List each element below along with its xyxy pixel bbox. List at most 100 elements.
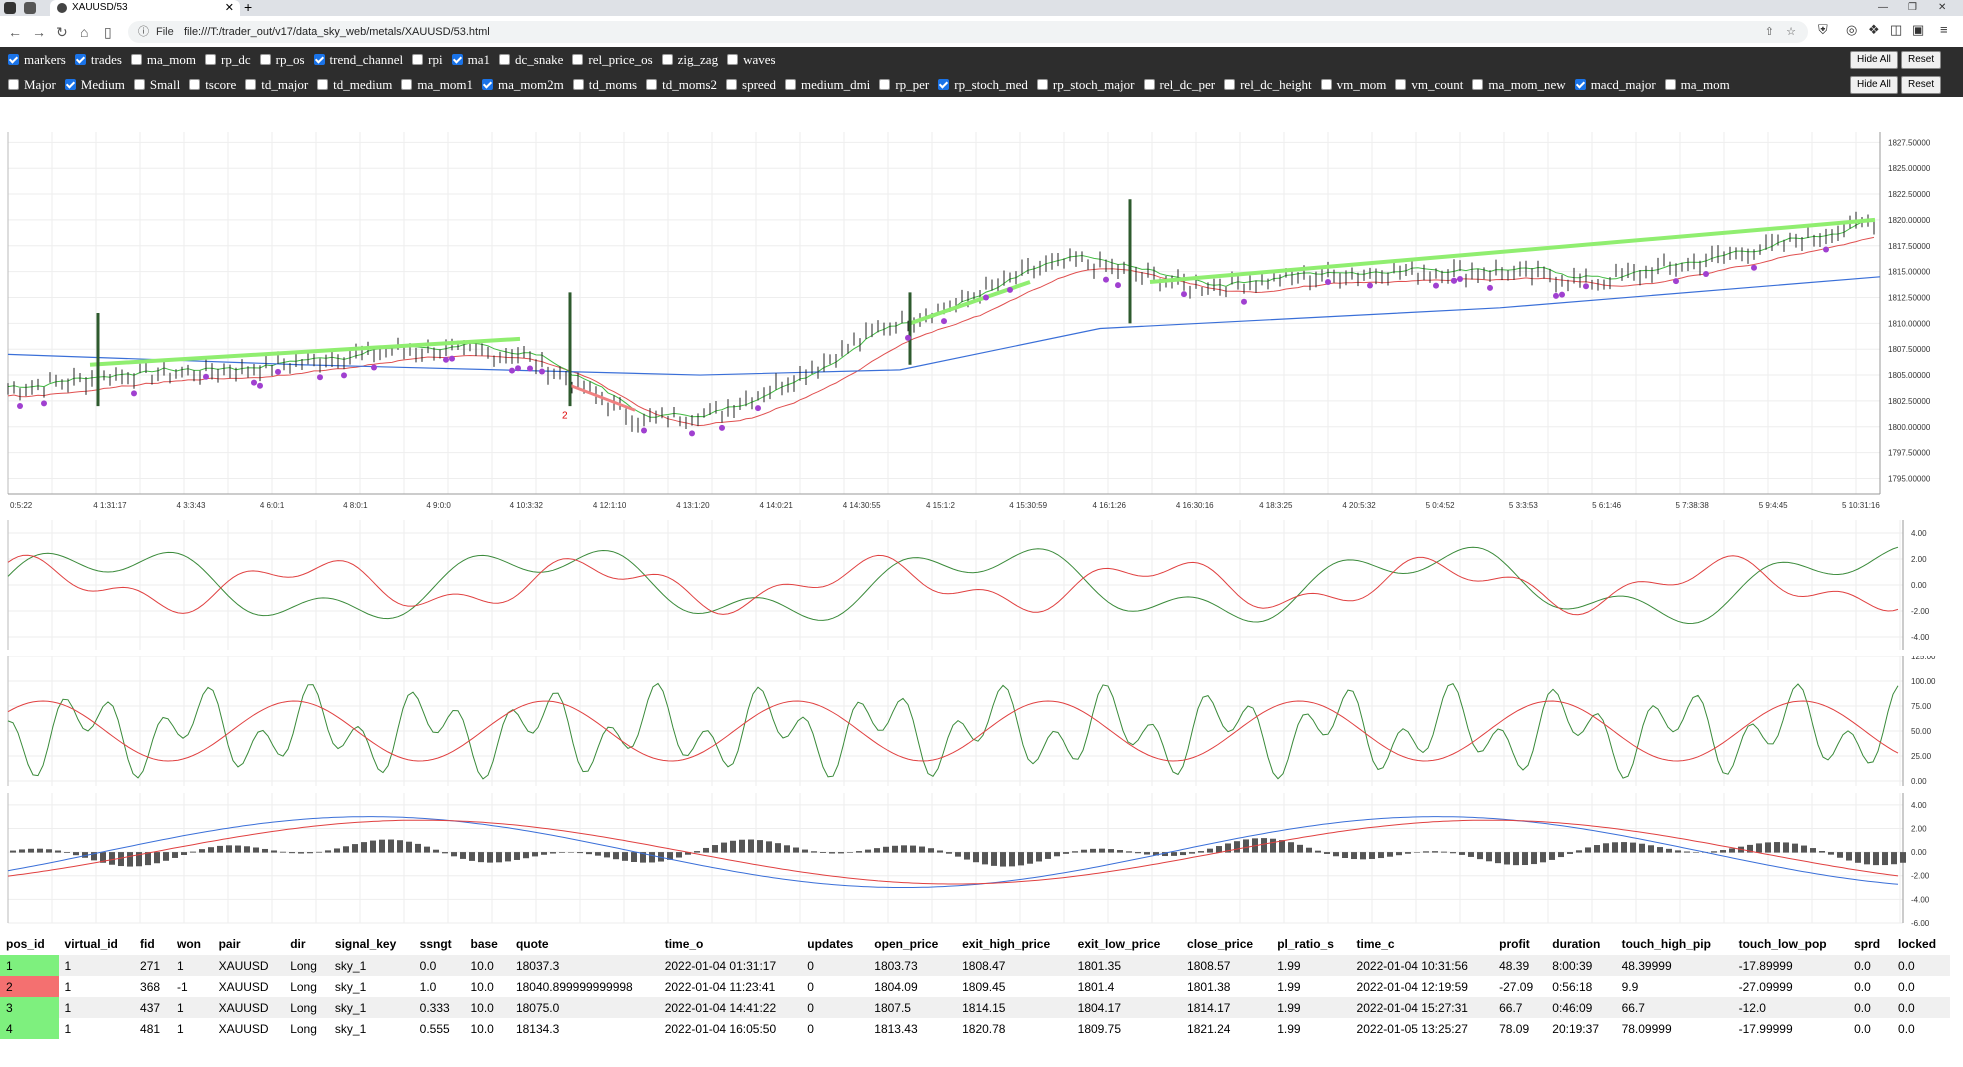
- checkbox[interactable]: [1143, 79, 1155, 90]
- ma-mom2m-pane[interactable]: 4.00 2.00 0.00 -2.00 -4.00: [0, 520, 1963, 655]
- browser-menu-icon[interactable]: [4, 2, 16, 14]
- checkbox[interactable]: [205, 54, 217, 65]
- checkbox[interactable]: [313, 54, 325, 65]
- toggle-ma1[interactable]: ma1: [451, 52, 490, 68]
- toggle-rel-price-os[interactable]: rel_price_os: [572, 52, 653, 68]
- toggle-markers[interactable]: markers: [8, 52, 66, 68]
- toggle-td-major[interactable]: td_major: [245, 77, 308, 93]
- toggle-ma-mom[interactable]: ma_mom: [1664, 77, 1730, 93]
- close-window-icon[interactable]: ✕: [1938, 2, 1947, 13]
- toggle-rp-stoch-med[interactable]: rp_stoch_med: [938, 77, 1028, 93]
- checkbox[interactable]: [412, 54, 424, 65]
- wallet-icon[interactable]: ▣: [1912, 22, 1925, 37]
- checkbox[interactable]: [1036, 79, 1048, 90]
- address-bar[interactable]: ⓘ File file:///T:/trader_out/v17/data_sk…: [128, 21, 1808, 43]
- reset-button[interactable]: Reset: [1901, 76, 1942, 94]
- checkbox[interactable]: [727, 54, 739, 65]
- checkbox[interactable]: [259, 54, 271, 65]
- maximize-icon[interactable]: ❐: [1908, 2, 1917, 13]
- toggle-rel-dc-height[interactable]: rel_dc_height: [1224, 77, 1312, 93]
- checkbox[interactable]: [482, 79, 493, 90]
- checkbox[interactable]: [499, 54, 511, 65]
- puzzle-icon[interactable]: ❖: [1868, 22, 1880, 37]
- toggle-td-medium[interactable]: td_medium: [317, 77, 392, 93]
- browser-tab[interactable]: XAUUSD/53 ✕: [50, 0, 240, 16]
- checkbox[interactable]: [64, 79, 76, 90]
- table-row[interactable]: 1 1 271 1 XAUUSD Long sky_1 0.0 10.0 18037.3 2022-…: [0, 955, 1950, 976]
- reload-icon[interactable]: ↻: [56, 24, 68, 40]
- toggle-ma-mom1[interactable]: ma_mom1: [401, 77, 473, 93]
- toggle-medium[interactable]: Medium: [64, 77, 125, 93]
- toggle-td-moms[interactable]: td_moms: [572, 77, 637, 93]
- toggle-spreed[interactable]: spreed: [726, 77, 776, 93]
- toggle-dc-snake[interactable]: dc_snake: [499, 52, 563, 68]
- ma-mom2m-canvas[interactable]: 4.00 2.00 0.00 -2.00 -4.00: [0, 520, 1963, 655]
- sidebar-icon[interactable]: ◫: [1890, 22, 1903, 37]
- toggle-rp-dc[interactable]: rp_dc: [205, 52, 251, 68]
- shield-icon[interactable]: ⛨: [1818, 22, 1828, 37]
- checkbox[interactable]: [938, 79, 950, 90]
- checkbox[interactable]: [451, 54, 463, 65]
- checkbox[interactable]: [317, 79, 329, 90]
- checkbox[interactable]: [646, 79, 658, 90]
- rp-stoch-med-canvas[interactable]: 125.00 100.00 75.00 50.00 25.00 0.00: [0, 656, 1963, 791]
- toggle-tscore[interactable]: tscore: [189, 77, 236, 93]
- forward-icon[interactable]: →: [32, 24, 46, 40]
- checkbox[interactable]: [572, 79, 584, 90]
- toggle-rpi[interactable]: rpi: [412, 52, 443, 68]
- toggle-rp-per[interactable]: rp_per: [879, 77, 929, 93]
- toggle-td-moms2[interactable]: td_moms2: [646, 77, 717, 93]
- toggle-vm-mom[interactable]: vm_mom: [1320, 77, 1386, 93]
- checkbox[interactable]: [1574, 79, 1586, 90]
- checkbox[interactable]: [661, 54, 673, 65]
- toggle-waves[interactable]: waves: [727, 52, 776, 68]
- price-chart-canvas[interactable]: 1827.50000 1825.00000 1822.50000 1820.00000…: [0, 132, 1963, 517]
- rp-stoch-med-pane[interactable]: 125.00 100.00 75.00 50.00 25.00 0.00: [0, 656, 1963, 791]
- toggle-trades[interactable]: trades: [74, 52, 122, 68]
- toggle-rel-dc-per[interactable]: rel_dc_per: [1143, 77, 1215, 93]
- checkbox[interactable]: [1320, 79, 1332, 90]
- toggle-major[interactable]: Major: [8, 77, 56, 93]
- minimize-icon[interactable]: —: [1878, 2, 1888, 13]
- toggle-ma-mom[interactable]: ma_mom: [130, 52, 196, 68]
- checkbox[interactable]: [879, 79, 891, 90]
- toggle-trend-channel[interactable]: trend_channel: [313, 52, 403, 68]
- checkbox[interactable]: [189, 79, 201, 90]
- toggle-rp-stoch-major[interactable]: rp_stoch_major: [1036, 77, 1135, 93]
- table-row[interactable]: 2 1 368 -1 XAUUSD Long sky_1 1.0 10.0 18040.89999…: [0, 976, 1950, 997]
- toggle-macd-major[interactable]: macd_major: [1574, 77, 1656, 93]
- checkbox[interactable]: [1395, 79, 1407, 90]
- toggle-zig-zag[interactable]: zig_zag: [661, 52, 718, 68]
- price-chart[interactable]: 1827.50000 1825.00000 1822.50000 1820.00000…: [0, 132, 1963, 517]
- checkbox[interactable]: [8, 79, 19, 90]
- checkbox[interactable]: [133, 79, 145, 90]
- checkbox[interactable]: [1472, 79, 1484, 90]
- new-tab-button[interactable]: +: [244, 0, 253, 15]
- checkbox[interactable]: [1224, 79, 1236, 90]
- hide-all-button[interactable]: Hide All: [1850, 76, 1898, 94]
- extension-icon[interactable]: ◎: [1846, 22, 1858, 37]
- toggle-vm-count[interactable]: vm_count: [1395, 77, 1463, 93]
- toggle-ma-mom2m[interactable]: ma_mom2m: [482, 77, 564, 93]
- checkbox[interactable]: [245, 79, 257, 90]
- checkbox[interactable]: [784, 79, 796, 90]
- checkbox[interactable]: [74, 54, 86, 65]
- table-row[interactable]: 4 1 481 1 XAUUSD Long sky_1 0.555 10.0 18134.3 202…: [0, 1018, 1950, 1039]
- checkbox[interactable]: [726, 79, 738, 90]
- toggle-rp-os[interactable]: rp_os: [259, 52, 305, 68]
- toggle-small[interactable]: Small: [133, 77, 180, 93]
- macd-major-canvas[interactable]: 4.00 2.00 0.00 -2.00 -4.00 -6.00: [0, 793, 1963, 930]
- hide-all-button[interactable]: Hide All: [1850, 51, 1898, 69]
- bookmark-icon[interactable]: ▯: [104, 24, 112, 40]
- checkbox[interactable]: [1664, 79, 1676, 90]
- checkbox[interactable]: [8, 54, 19, 65]
- checkbox[interactable]: [130, 54, 142, 65]
- home-icon[interactable]: ⌂: [80, 24, 89, 40]
- checkbox[interactable]: [401, 79, 413, 90]
- toggle-medium-dmi[interactable]: medium_dmi: [784, 77, 870, 93]
- table-row[interactable]: 3 1 437 1 XAUUSD Long sky_1 0.333 10.0 18075.0 202…: [0, 997, 1950, 1018]
- back-icon[interactable]: ←: [8, 24, 22, 40]
- toggle-ma-mom-new[interactable]: ma_mom_new: [1472, 77, 1566, 93]
- share-icon[interactable]: ⇧: [1764, 26, 1774, 38]
- checkbox[interactable]: [572, 54, 584, 65]
